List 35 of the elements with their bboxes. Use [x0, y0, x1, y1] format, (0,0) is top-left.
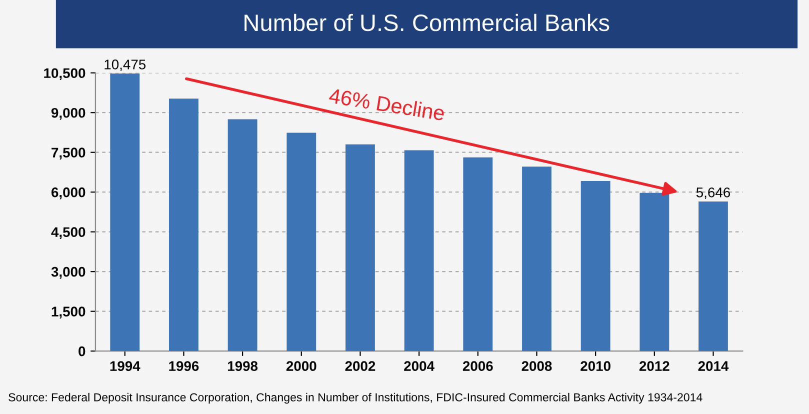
bar: [228, 119, 258, 352]
y-tick-label: 6,000: [51, 187, 86, 200]
bar: [110, 74, 140, 352]
x-tick-label: 1998: [228, 361, 258, 371]
bar: [169, 98, 198, 352]
bar: [522, 166, 552, 352]
x-tick-label: 2006: [462, 361, 493, 371]
y-tick-label: 9,000: [51, 108, 86, 120]
x-tick-label: 2014: [698, 361, 729, 371]
x-tick-label: 2008: [522, 361, 552, 371]
chart-title: Number of U.S. Commercial Banks: [244, 14, 610, 32]
bar: [346, 144, 375, 352]
x-tick-label: 2012: [639, 361, 670, 371]
y-tick-label: 4,500: [51, 227, 86, 240]
y-tick-label: 7,500: [52, 148, 86, 160]
x-tick-label: 1994: [110, 361, 140, 371]
annotation: 46% Decline: [328, 88, 446, 121]
y-tick-label: 1,500: [52, 306, 86, 319]
bar: [404, 150, 434, 352]
bar: [698, 201, 728, 352]
y-tick-label: 3,000: [51, 266, 86, 279]
x-tick-label: 2000: [286, 361, 316, 371]
y-tick-label: 0: [78, 346, 86, 356]
bar: [463, 157, 493, 352]
data-label: 10,475: [104, 60, 146, 72]
x-tick-label: 2002: [345, 361, 376, 371]
x-tick-label: 1996: [169, 361, 199, 371]
source-note: Source: Federal Deposit Insurance Corporation, Changes in Number of Institutions, FDIC-Insured Commercial Banks Activity 1934-2014: [8, 392, 702, 404]
bar: [640, 192, 670, 352]
y-tick-label: 10,500: [44, 68, 86, 80]
bar: [286, 132, 316, 352]
x-tick-label: 2004: [404, 361, 434, 371]
bar: [580, 180, 610, 352]
data-label: 5,646: [696, 188, 730, 199]
x-tick-label: 2010: [580, 361, 610, 371]
